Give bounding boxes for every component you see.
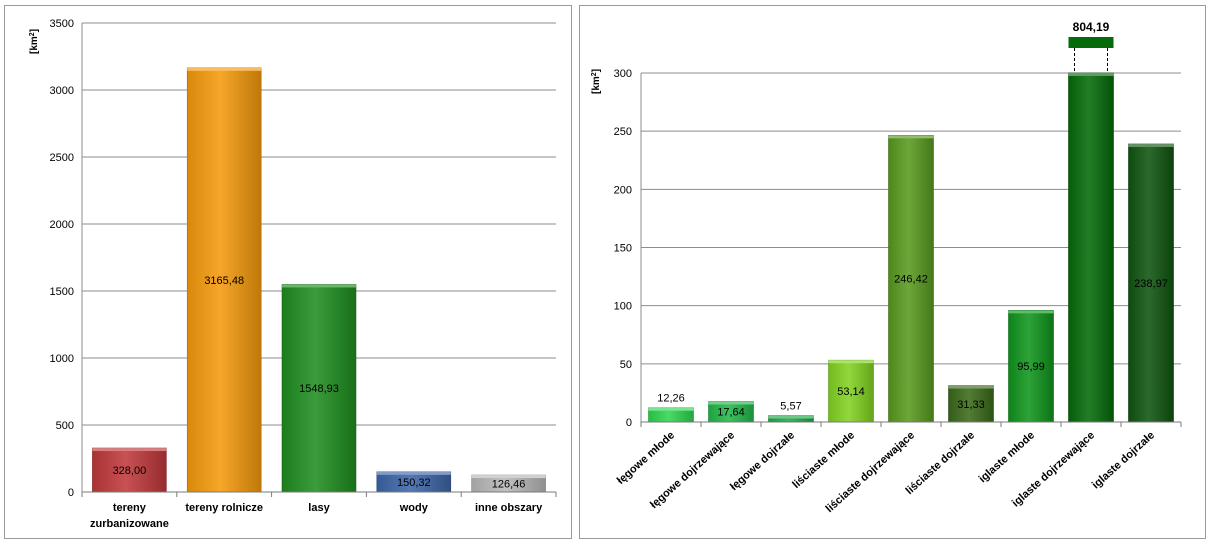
y-tick-label: 3000 — [50, 85, 74, 97]
y-tick-label: 500 — [56, 420, 74, 432]
bar-highlight — [1068, 73, 1114, 76]
y-tick-label: 2000 — [50, 219, 74, 231]
data-label: 5,57 — [780, 401, 801, 413]
bar-highlight — [1008, 310, 1054, 314]
bar-highlight — [768, 415, 814, 419]
data-label: 12,26 — [657, 393, 685, 405]
y-tick-label: 3500 — [50, 18, 74, 30]
y-tick-label: 1500 — [50, 286, 74, 298]
data-label: 150,32 — [397, 477, 431, 489]
y-tick-label: 250 — [614, 126, 632, 138]
data-label: 246,42 — [894, 274, 928, 286]
data-label: 17,64 — [717, 407, 745, 419]
x-tick-label: tereny rolnicze — [185, 502, 263, 514]
y-tick-label: 0 — [68, 487, 74, 499]
bar-highlight — [1128, 143, 1174, 147]
y-tick-label: 2500 — [50, 152, 74, 164]
bar-highlight — [376, 471, 451, 475]
data-label: 328,00 — [113, 465, 147, 477]
bar — [888, 135, 934, 423]
bar — [1128, 143, 1174, 423]
y-tick-label: 0 — [626, 417, 632, 429]
x-tick-label: łęgowe młode — [615, 429, 677, 487]
data-label: 31,33 — [957, 399, 985, 411]
x-tick-label: tereny — [113, 502, 147, 514]
land-use-chart: 0 500 1000 1500 2000 2500 3000 3500 [km2] 328,00 t… — [4, 5, 572, 539]
x-tick-label: iglaste dojrzałe — [1090, 429, 1157, 491]
bar — [92, 447, 167, 493]
bar-highlight — [282, 284, 356, 288]
broken-bar-cap — [1068, 37, 1114, 48]
y-tick-label: 300 — [614, 68, 632, 80]
data-label: 238,97 — [1134, 278, 1168, 290]
bar — [1068, 72, 1114, 423]
y-tick-label: 150 — [614, 243, 632, 255]
bar — [948, 385, 994, 423]
x-tick-label: liściaste młode — [790, 429, 857, 491]
data-label: 1548,93 — [299, 383, 339, 395]
forest-types-chart-svg: 0 50 100 150 200 250 300 [km2] 12,26 łęgowe młode… — [591, 20, 1182, 515]
y-tick-label: 50 — [620, 359, 632, 371]
forest-types-chart: 0 50 100 150 200 250 300 [km2] 12,26 łęgowe młode… — [579, 5, 1206, 539]
x-tick-label: iglaste młode — [977, 429, 1037, 485]
bar — [828, 359, 874, 423]
y-axis-title: [km2] — [29, 29, 41, 54]
y-axis-title: [km2] — [591, 69, 603, 94]
x-tick-label: wody — [399, 502, 429, 514]
data-label: 95,99 — [1017, 361, 1045, 373]
bar-highlight — [888, 135, 934, 139]
x-tick-label: inne obszary — [475, 502, 543, 514]
y-tick-label: 100 — [614, 301, 632, 313]
bar — [186, 67, 262, 493]
bar-highlight — [92, 448, 167, 452]
bar-highlight — [948, 385, 994, 389]
bar-highlight — [187, 67, 262, 71]
x-tick-label: zurbanizowane — [90, 518, 169, 530]
data-label: 3165,48 — [204, 275, 244, 287]
x-tick-label: lasy — [308, 502, 330, 514]
bar-highlight — [708, 401, 754, 405]
x-tick-label: łęgowe dojrzałe — [728, 429, 797, 493]
y-tick-label: 1000 — [50, 353, 74, 365]
y-tick-label: 200 — [614, 184, 632, 196]
land-use-chart-svg: 0 500 1000 1500 2000 2500 3000 3500 [km2] 328,00 t… — [29, 18, 557, 530]
bar-highlight — [828, 360, 874, 364]
data-label: 126,46 — [492, 479, 526, 491]
bar-highlight — [648, 407, 694, 411]
bar-highlight — [471, 475, 546, 479]
data-label: 804,19 — [1073, 20, 1110, 34]
data-label: 53,14 — [837, 386, 865, 398]
